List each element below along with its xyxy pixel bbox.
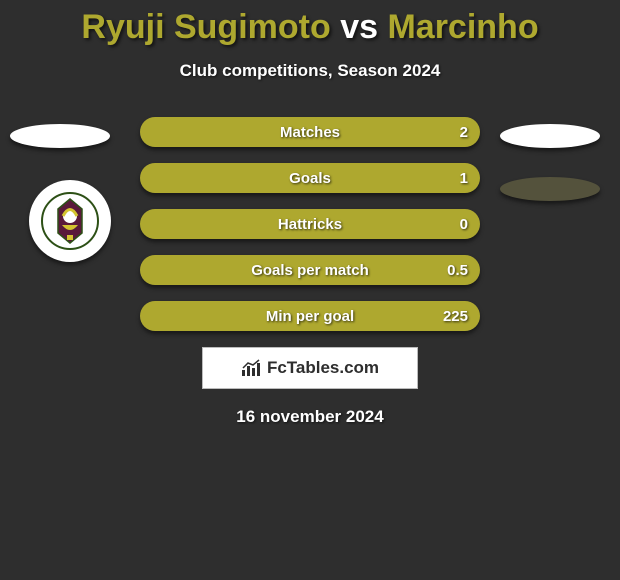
stat-row: Matches2 xyxy=(140,117,480,147)
stat-value-right: 0.5 xyxy=(447,262,468,279)
brand-text: FcTables.com xyxy=(267,358,379,378)
stat-right-fill xyxy=(310,117,480,147)
right-player-marker-top xyxy=(500,124,600,148)
brand-chart-icon xyxy=(241,359,261,377)
title-vs: vs xyxy=(340,8,378,46)
title-player2: Marcinho xyxy=(387,8,538,46)
crest-icon xyxy=(40,191,100,251)
right-player-marker-bottom xyxy=(500,177,600,201)
stat-row: Min per goal225 xyxy=(140,301,480,331)
stat-row: Goals per match0.5 xyxy=(140,255,480,285)
left-player-marker xyxy=(10,124,110,148)
stat-value-right: 1 xyxy=(460,170,468,187)
stat-value-right: 225 xyxy=(443,308,468,325)
brand-box[interactable]: FcTables.com xyxy=(202,347,418,389)
stat-right-fill xyxy=(310,163,480,193)
subtitle: Club competitions, Season 2024 xyxy=(0,61,620,81)
stat-right-fill xyxy=(310,209,480,239)
title-player1: Ryuji Sugimoto xyxy=(81,8,330,46)
stat-left-fill xyxy=(140,209,310,239)
stat-left-fill xyxy=(140,255,310,285)
stat-value-right: 2 xyxy=(460,124,468,141)
stat-left-fill xyxy=(140,301,310,331)
club-crest xyxy=(29,180,111,262)
page-title: Ryuji Sugimoto vs Marcinho xyxy=(0,0,620,47)
stat-row: Hattricks0 xyxy=(140,209,480,239)
stat-value-right: 0 xyxy=(460,216,468,233)
date-line: 16 november 2024 xyxy=(0,407,620,427)
stat-row: Goals1 xyxy=(140,163,480,193)
stat-left-fill xyxy=(140,163,310,193)
stat-left-fill xyxy=(140,117,310,147)
